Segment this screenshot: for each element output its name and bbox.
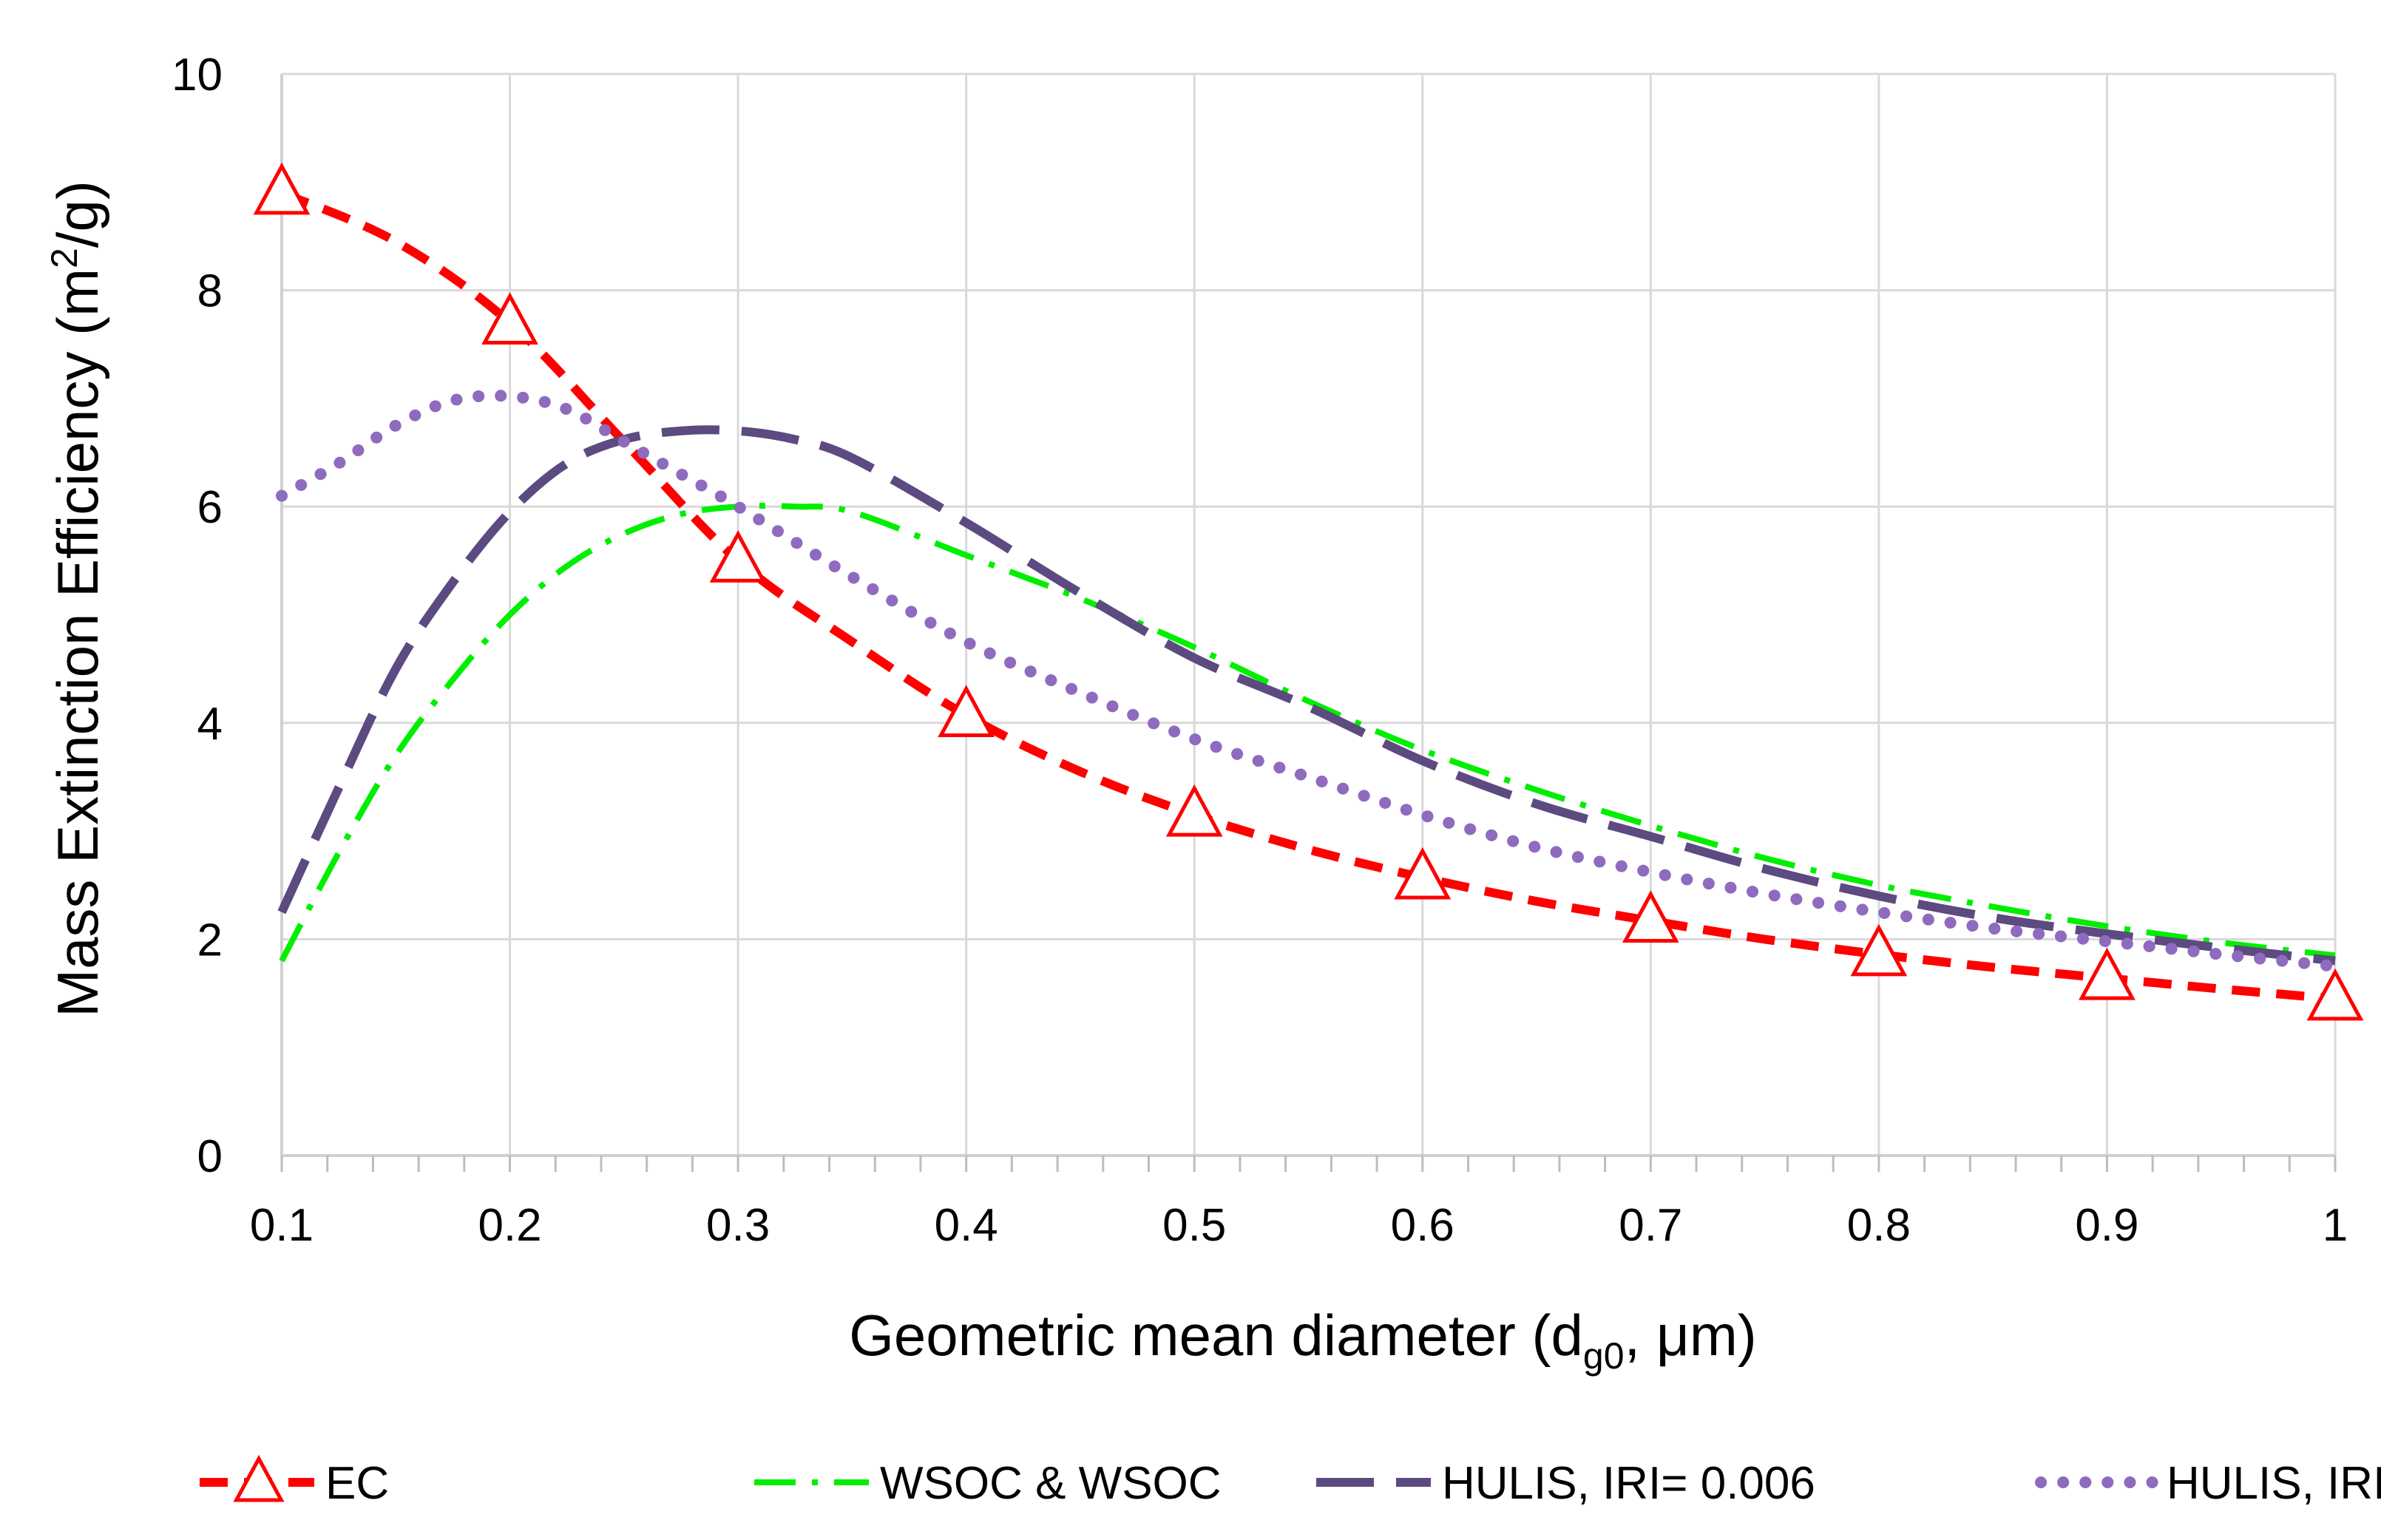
data-point-marker	[1850, 923, 1908, 977]
series-line	[276, 390, 2341, 972]
x-tick-label: 0.4	[935, 1200, 998, 1251]
legend-label: EC	[325, 1458, 389, 1509]
y-tick-label: 8	[197, 266, 223, 317]
series-wsoc-wsoc	[279, 503, 2336, 963]
legend-label: HULIS, IRI= 0.006	[1442, 1458, 1815, 1509]
series-line	[280, 189, 2336, 1003]
legend-item: EC	[200, 1454, 389, 1509]
y-tick-label: 2	[197, 915, 223, 966]
data-point-marker	[253, 162, 311, 215]
x-axis-title: Geometric mean diameter (dg0, μm)	[849, 1303, 1757, 1377]
data-point-marker	[938, 685, 995, 738]
series-ec	[253, 162, 2364, 1021]
legend-label: HULIS, IRI= 0.3	[2167, 1458, 2381, 1509]
grid-layer	[282, 72, 2337, 1156]
series-hulis-iri-0-3	[276, 390, 2341, 972]
x-tick-label: 0.6	[1391, 1200, 1454, 1251]
data-point-marker	[1165, 784, 1223, 837]
y-tick-label: 6	[197, 482, 223, 533]
x-tick-label: 0.7	[1619, 1200, 1682, 1251]
series-line	[277, 425, 2336, 966]
data-point-marker	[2079, 947, 2136, 1000]
data-point-marker	[2306, 968, 2364, 1021]
legend-label: WSOC & WSOC	[880, 1458, 1222, 1509]
x-tick-label: 0.8	[1847, 1200, 1911, 1251]
x-tick-label: 0.1	[250, 1200, 314, 1251]
x-tick-label: 0.2	[478, 1200, 541, 1251]
y-axis-title: Mass Extinction Efficiency (m2/g)	[44, 180, 110, 1017]
y-tick-label: 10	[172, 50, 223, 101]
data-point-marker	[1394, 847, 1452, 900]
data-point-marker	[1622, 890, 1679, 943]
y-tick-label: 0	[197, 1131, 223, 1182]
x-tick-label: 1	[2323, 1200, 2348, 1251]
legend-item: HULIS, IRI= 0.3	[2035, 1458, 2381, 1509]
data-point-marker	[481, 292, 538, 345]
legend-item: WSOC & WSOC	[754, 1458, 1222, 1509]
y-tick-label: 4	[197, 699, 223, 750]
series-line	[279, 503, 2336, 963]
legend-item: HULIS, IRI= 0.006	[1316, 1458, 1815, 1509]
legend: EC WSOC & WSOC HULIS, IRI= 0.006 HULIS, IRI…	[200, 1454, 2381, 1509]
x-tick-label: 0.5	[1162, 1200, 1226, 1251]
tick-label-layer: 0 2 4 6 8 10 0.1 0.2 0.3 0.4 0.5 0.6 0.7 0.8 0.9 1	[172, 50, 2348, 1251]
x-tick-label: 0.3	[706, 1200, 770, 1251]
axis-layer	[280, 74, 2337, 1172]
series-layer	[253, 162, 2364, 1021]
series-hulis-iri-0-006	[277, 425, 2336, 966]
data-point-marker	[709, 530, 767, 583]
x-tick-label: 0.9	[2075, 1200, 2138, 1251]
legend-marker	[233, 1454, 285, 1502]
